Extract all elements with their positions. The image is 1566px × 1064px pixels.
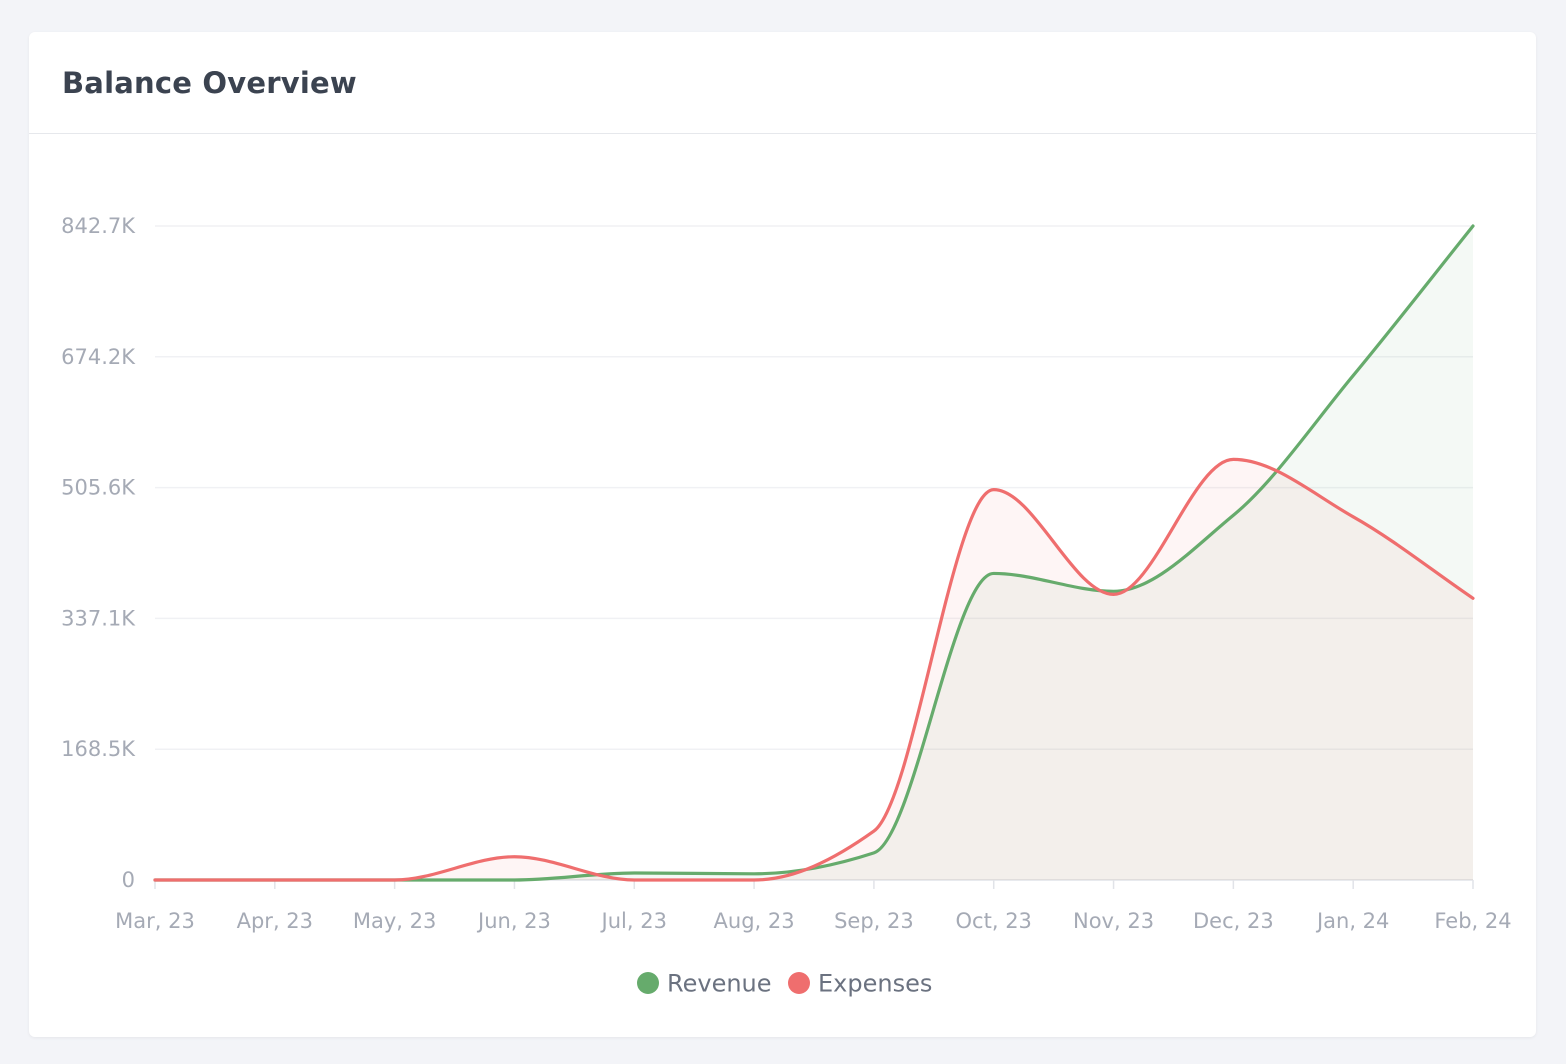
revenue-area bbox=[155, 226, 1473, 880]
chart-legend: Revenue Expenses bbox=[637, 970, 932, 998]
x-tick-label: Dec, 23 bbox=[1193, 909, 1274, 933]
y-tick-label: 505.6K bbox=[61, 476, 136, 500]
x-tick-label: Sep, 23 bbox=[834, 909, 914, 933]
y-tick-label: 337.1K bbox=[61, 606, 136, 630]
card-title: Balance Overview bbox=[62, 65, 357, 100]
legend-label-revenue[interactable]: Revenue bbox=[667, 970, 772, 998]
x-tick-label: Mar, 23 bbox=[115, 909, 195, 933]
area-fills bbox=[155, 226, 1473, 880]
series-lines bbox=[153, 224, 1475, 882]
y-grid: 0 168.5K 337.1K 505.6K 674.2K 842.7K bbox=[61, 214, 1473, 892]
balance-overview-card: Balance Overview 0 168.5K 337.1K 505.6K 674.… bbox=[29, 32, 1536, 1037]
y-tick-label: 674.2K bbox=[61, 345, 136, 369]
y-tick-label: 168.5K bbox=[61, 737, 136, 761]
x-tick-label: Aug, 23 bbox=[714, 909, 795, 933]
expenses-area bbox=[155, 459, 1473, 880]
legend-marker-expenses[interactable] bbox=[788, 972, 810, 994]
x-axis: Mar, 23 Apr, 23 May, 23 Jun, 23 Jul, 23 Aug, … bbox=[115, 879, 1512, 933]
x-tick-label: Jan, 24 bbox=[1315, 909, 1389, 933]
x-tick-label: Jul, 23 bbox=[600, 909, 667, 933]
x-tick-label: Nov, 23 bbox=[1073, 909, 1154, 933]
expenses-line bbox=[153, 457, 1475, 882]
balance-chart: 0 168.5K 337.1K 505.6K 674.2K 842.7K Mar, 23 Ap… bbox=[61, 214, 1512, 998]
y-tick-label: 0 bbox=[122, 868, 135, 892]
legend-marker-revenue[interactable] bbox=[637, 972, 659, 994]
card-header: Balance Overview bbox=[29, 32, 1536, 134]
x-tick-label: Apr, 23 bbox=[237, 909, 313, 933]
y-tick-label: 842.7K bbox=[61, 214, 136, 238]
legend-label-expenses[interactable]: Expenses bbox=[818, 970, 932, 998]
x-tick-label: May, 23 bbox=[353, 909, 437, 933]
x-tick-label: Oct, 23 bbox=[956, 909, 1032, 933]
x-tick-label: Feb, 24 bbox=[1434, 909, 1511, 933]
x-tick-label: Jun, 23 bbox=[476, 909, 551, 933]
